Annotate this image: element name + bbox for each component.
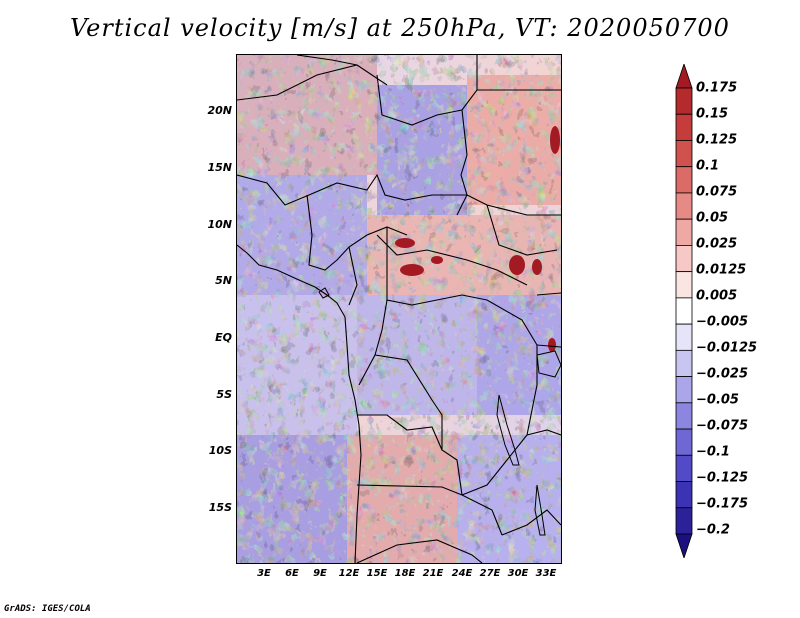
lon-label-3e: 3E: [257, 568, 271, 579]
colorbar-swatch: [675, 376, 693, 404]
colorbar-label-neg-0.05: −0.05: [696, 392, 739, 408]
map-panel: [236, 54, 562, 564]
vertical-velocity-field: [237, 55, 561, 563]
colorbar-swatch: [675, 428, 693, 456]
colorbar-label-neg-0.125: −0.125: [696, 470, 749, 486]
lat-label-10n: 10N: [207, 218, 232, 231]
colorbar-swatch: [675, 507, 693, 535]
colorbar-swatch: [675, 481, 693, 509]
colorbar-label-neg-0.1: −0.1: [696, 444, 730, 460]
colorbar-label-0.15: 0.15: [696, 106, 729, 122]
lat-label-5s: 5S: [216, 388, 232, 401]
colorbar-label-neg-0.075: −0.075: [696, 418, 749, 434]
lon-label-6e: 6E: [285, 568, 299, 579]
colorbar-swatch: [675, 271, 693, 299]
colorbar-swatch: [675, 323, 693, 351]
colorbar-swatch: [675, 349, 693, 377]
colorbar-label-0.075: 0.075: [696, 184, 738, 200]
colorbar-label-neg-0.025: −0.025: [696, 366, 749, 382]
lat-label-10s: 10S: [208, 444, 232, 457]
lat-label-20n: 20N: [207, 104, 232, 117]
colorbar-swatch: [675, 533, 693, 558]
colorbar-swatch: [675, 218, 693, 246]
lon-label-21e: 21E: [422, 568, 444, 579]
colorbar-swatch: [675, 64, 693, 89]
lon-label-33e: 33E: [535, 568, 557, 579]
colorbar-label-neg-0.2: −0.2: [696, 522, 730, 538]
colorbar-label-neg-0.0125: −0.0125: [696, 340, 758, 356]
lat-label-15s: 15S: [208, 501, 232, 514]
colorbar: [675, 64, 693, 558]
political-boundaries: [237, 55, 561, 563]
plot-title: Vertical velocity [m/s] at 250hPa, VT: 2…: [70, 14, 730, 42]
colorbar-swatch: [675, 113, 693, 141]
colorbar-swatch: [675, 140, 693, 168]
colorbar-swatch: [675, 166, 693, 194]
intense-updraft-cells: [395, 126, 560, 352]
colorbar-label-neg-0.175: −0.175: [696, 496, 749, 512]
colorbar-swatch: [675, 402, 693, 430]
colorbar-label-0.0125: 0.0125: [696, 262, 747, 278]
colorbar-label-0.05: 0.05: [696, 210, 729, 226]
lon-label-27e: 27E: [479, 568, 501, 579]
lon-label-18e: 18E: [394, 568, 416, 579]
colorbar-label-0.125: 0.125: [696, 132, 738, 148]
lon-label-30e: 30E: [507, 568, 529, 579]
lon-label-9e: 9E: [313, 568, 327, 579]
grads-credit: GrADS: IGES/COLA: [4, 604, 91, 614]
colorbar-swatch: [675, 87, 693, 115]
colorbar-swatch: [675, 245, 693, 273]
colorbar-label-0.025: 0.025: [696, 236, 738, 252]
colorbar-swatch: [675, 454, 693, 482]
lon-label-15e: 15E: [366, 568, 388, 579]
near-zero-texture: [237, 55, 561, 563]
lat-label-15n: 15N: [207, 161, 232, 174]
lon-label-12e: 12E: [338, 568, 360, 579]
lon-label-24e: 24E: [451, 568, 473, 579]
colorbar-swatches: [675, 64, 693, 558]
lat-label-eq: EQ: [215, 331, 232, 344]
colorbar-swatch: [675, 192, 693, 220]
colorbar-label-0.1: 0.1: [696, 158, 720, 174]
colorbar-label-0.175: 0.175: [696, 80, 738, 96]
colorbar-swatch: [675, 297, 693, 325]
lat-label-5n: 5N: [215, 274, 232, 287]
colorbar-label-neg-0.005: −0.005: [696, 314, 749, 330]
colorbar-label-0.005: 0.005: [696, 288, 738, 304]
